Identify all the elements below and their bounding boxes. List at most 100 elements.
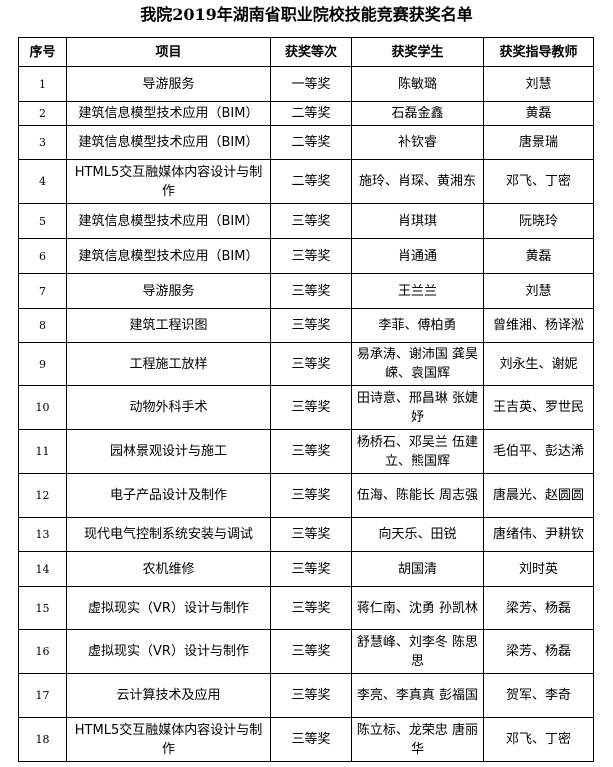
table-row: 7 导游服务 三等奖 王兰兰 刘慧 xyxy=(18,273,594,309)
row-number: 6 xyxy=(18,238,67,274)
table-header-row: 序号 项目 获奖等次 获奖学生 获奖指导教师 xyxy=(18,37,594,67)
teachers-cell: 唐景瑞 xyxy=(483,125,594,160)
header-students: 获奖学生 xyxy=(351,37,484,67)
project-cell: 建筑工程识图 xyxy=(66,308,271,343)
award-level-cell: 三等奖 xyxy=(270,203,352,239)
project-cell: 建筑信息模型技术应用（BIM） xyxy=(66,238,271,274)
award-level-cell: 一等奖 xyxy=(270,66,352,102)
award-level-cell: 三等奖 xyxy=(270,717,352,762)
teachers-cell: 贺军、李奇 xyxy=(483,673,594,718)
students-cell: 石磊金鑫 xyxy=(351,101,484,126)
header-award: 获奖等次 xyxy=(270,37,352,67)
table-row: 9 工程施工放样 三等奖 易承涛、谢沛国 龚昊嵘、袁国辉 刘永生、谢妮 xyxy=(18,342,594,386)
teachers-cell: 唐绪伟、尹耕钦 xyxy=(483,517,594,552)
table-row: 5 建筑信息模型技术应用（BIM） 三等奖 肖琪琪 阮晓玲 xyxy=(18,203,594,239)
table-row: 3 建筑信息模型技术应用（BIM） 二等奖 补钦睿 唐景瑞 xyxy=(18,125,594,160)
project-cell: 建筑信息模型技术应用（BIM） xyxy=(66,203,271,239)
table-row: 18 HTML5交互融媒体内容设计与制作 三等奖 陈立标、龙荣忠 唐丽华 邓飞、丁密 xyxy=(18,717,594,762)
row-number: 2 xyxy=(18,101,67,126)
project-cell: 云计算技术及应用 xyxy=(66,673,271,718)
teachers-cell: 刘慧 xyxy=(483,66,594,102)
award-level-cell: 二等奖 xyxy=(270,159,352,204)
row-number: 7 xyxy=(18,273,67,309)
teachers-cell: 刘慧 xyxy=(483,273,594,309)
row-number: 14 xyxy=(18,551,67,587)
table-row: 14 农机维修 三等奖 胡国清 刘时英 xyxy=(18,551,594,587)
teachers-cell: 邓飞、丁密 xyxy=(483,159,594,204)
award-level-cell: 三等奖 xyxy=(270,238,352,274)
students-cell: 施玲、肖琛、黄湘东 xyxy=(351,159,484,204)
row-number: 11 xyxy=(18,429,67,474)
project-cell: 农机维修 xyxy=(66,551,271,587)
award-level-cell: 三等奖 xyxy=(270,273,352,309)
project-cell: 动物外科手术 xyxy=(66,385,271,430)
award-table: 序号 项目 获奖等次 获奖学生 获奖指导教师 1 导游服务 一等奖 陈敏璐 刘慧 2 建筑信… xyxy=(18,37,594,762)
students-cell: 田诗意、邢昌琳 张婕妤 xyxy=(351,385,484,430)
table-row: 12 电子产品设计及制作 三等奖 伍海、陈能长 周志强 唐晨光、赵圆圆 xyxy=(18,473,594,518)
table-row: 10 动物外科手术 三等奖 田诗意、邢昌琳 张婕妤 王吉英、罗世民 xyxy=(18,385,594,430)
teachers-cell: 王吉英、罗世民 xyxy=(483,385,594,430)
teachers-cell: 毛伯平、彭达浠 xyxy=(483,429,594,474)
row-number: 10 xyxy=(18,385,67,430)
students-cell: 杨桥石、邓吴兰 伍建立、熊国辉 xyxy=(351,429,484,474)
teachers-cell: 梁芳、杨磊 xyxy=(483,629,594,674)
project-cell: 电子产品设计及制作 xyxy=(66,473,271,518)
teachers-cell: 邓飞、丁密 xyxy=(483,717,594,762)
table-row: 16 虚拟现实（VR）设计与制作 三等奖 舒慧峰、刘李冬 陈思思 梁芳、杨磊 xyxy=(18,629,594,674)
row-number: 5 xyxy=(18,203,67,239)
header-teachers: 获奖指导教师 xyxy=(483,37,594,67)
students-cell: 易承涛、谢沛国 龚昊嵘、袁国辉 xyxy=(351,342,484,386)
project-cell: 现代电气控制系统安装与调试 xyxy=(66,517,271,552)
students-cell: 王兰兰 xyxy=(351,273,484,309)
award-level-cell: 三等奖 xyxy=(270,308,352,343)
table-row: 8 建筑工程识图 三等奖 李菲、傅柏勇 曾维湘、杨译淞 xyxy=(18,308,594,343)
teachers-cell: 唐晨光、赵圆圆 xyxy=(483,473,594,518)
award-level-cell: 三等奖 xyxy=(270,586,352,630)
row-number: 17 xyxy=(18,673,67,718)
award-level-cell: 三等奖 xyxy=(270,629,352,674)
students-cell: 陈立标、龙荣忠 唐丽华 xyxy=(351,717,484,762)
award-level-cell: 三等奖 xyxy=(270,473,352,518)
award-level-cell: 三等奖 xyxy=(270,551,352,587)
table-row: 13 现代电气控制系统安装与调试 三等奖 向天乐、田锐 唐绪伟、尹耕钦 xyxy=(18,517,594,552)
project-cell: HTML5交互融媒体内容设计与制作 xyxy=(66,159,271,204)
teachers-cell: 阮晓玲 xyxy=(483,203,594,239)
students-cell: 舒慧峰、刘李冬 陈思思 xyxy=(351,629,484,674)
header-project: 项目 xyxy=(66,37,271,67)
project-cell: 导游服务 xyxy=(66,66,271,102)
row-number: 8 xyxy=(18,308,67,343)
students-cell: 肖琪琪 xyxy=(351,203,484,239)
teachers-cell: 刘永生、谢妮 xyxy=(483,342,594,386)
project-cell: 虚拟现实（VR）设计与制作 xyxy=(66,629,271,674)
award-level-cell: 三等奖 xyxy=(270,385,352,430)
students-cell: 向天乐、田锐 xyxy=(351,517,484,552)
award-level-cell: 三等奖 xyxy=(270,517,352,552)
award-level-cell: 三等奖 xyxy=(270,342,352,386)
teachers-cell: 梁芳、杨磊 xyxy=(483,586,594,630)
project-cell: HTML5交互融媒体内容设计与制作 xyxy=(66,717,271,762)
row-number: 3 xyxy=(18,125,67,160)
project-cell: 建筑信息模型技术应用（BIM） xyxy=(66,101,271,126)
row-number: 12 xyxy=(18,473,67,518)
award-level-cell: 二等奖 xyxy=(270,101,352,126)
students-cell: 蒋仁南、沈勇 孙凯林 xyxy=(351,586,484,630)
students-cell: 胡国清 xyxy=(351,551,484,587)
project-cell: 建筑信息模型技术应用（BIM） xyxy=(66,125,271,160)
students-cell: 补钦睿 xyxy=(351,125,484,160)
header-no: 序号 xyxy=(18,37,67,67)
table-row: 15 虚拟现实（VR）设计与制作 三等奖 蒋仁南、沈勇 孙凯林 梁芳、杨磊 xyxy=(18,586,594,630)
teachers-cell: 黄磊 xyxy=(483,101,594,126)
row-number: 4 xyxy=(18,159,67,204)
project-cell: 导游服务 xyxy=(66,273,271,309)
row-number: 1 xyxy=(18,66,67,102)
project-cell: 工程施工放样 xyxy=(66,342,271,386)
students-cell: 李亮、李真真 彭福国 xyxy=(351,673,484,718)
table-row: 6 建筑信息模型技术应用（BIM） 三等奖 肖通通 黄磊 xyxy=(18,238,594,274)
students-cell: 伍海、陈能长 周志强 xyxy=(351,473,484,518)
award-level-cell: 三等奖 xyxy=(270,673,352,718)
teachers-cell: 黄磊 xyxy=(483,238,594,274)
students-cell: 肖通通 xyxy=(351,238,484,274)
table-row: 1 导游服务 一等奖 陈敏璐 刘慧 xyxy=(18,66,594,102)
table-row: 2 建筑信息模型技术应用（BIM） 二等奖 石磊金鑫 黄磊 xyxy=(18,101,594,126)
row-number: 16 xyxy=(18,629,67,674)
